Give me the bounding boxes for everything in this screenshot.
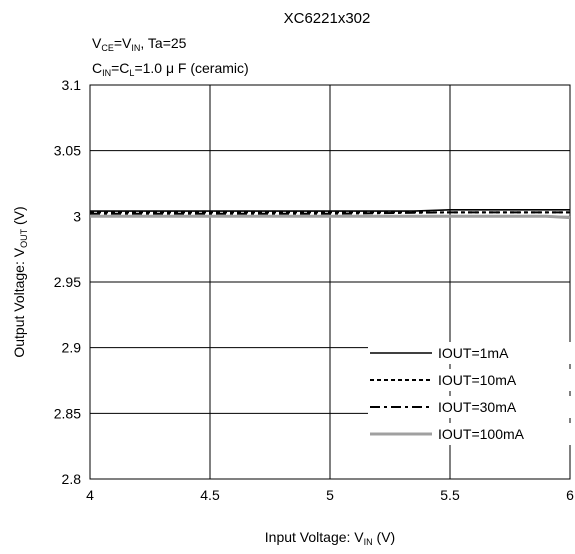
legend-label-3: IOUT=30mA (438, 399, 517, 415)
x-axis-label: Input Voltage: VIN (V) (265, 529, 395, 547)
legend-item-bg (368, 396, 573, 418)
y-axis-label: Output Voltage: VOUT (V) (11, 206, 29, 357)
legend: IOUT=1mA IOUT=10mA IOUT=30mA IOUT=100mA (368, 342, 573, 445)
series-line-4 (90, 214, 571, 220)
condition-line-1: VCE=VIN, Ta=25 (92, 35, 187, 53)
x-tick-label: 4 (86, 487, 94, 503)
series-line-3 (90, 211, 570, 215)
x-tick-label: 5 (326, 487, 334, 503)
y-tick-label: 2.95 (54, 274, 81, 290)
y-tick-label: 3.1 (62, 77, 82, 93)
x-tick-label: 6 (566, 487, 574, 503)
grid-lines (89, 84, 571, 480)
y-tick-label: 3 (73, 208, 81, 224)
chart-title: XC6221x302 (284, 10, 371, 27)
plot-area-frame (89, 84, 571, 480)
x-tick-labels: 4 4.5 5 5.5 6 (86, 487, 574, 503)
legend-item-bg (368, 369, 573, 391)
y-tick-label: 2.8 (62, 471, 82, 487)
legend-label-4: IOUT=100mA (438, 426, 525, 442)
legend-label-2: IOUT=10mA (438, 372, 517, 388)
y-tick-label: 3.05 (54, 143, 81, 159)
y-tick-label: 2.9 (62, 340, 82, 356)
legend-label-1: IOUT=1mA (438, 345, 509, 361)
condition-line-2: CIN=CL=1.0 μ F (ceramic) (92, 60, 249, 78)
x-tick-label: 4.5 (200, 487, 220, 503)
y-tick-label: 2.85 (54, 405, 81, 421)
series-line-1 (90, 209, 570, 212)
x-tick-label: 5.5 (440, 487, 460, 503)
legend-item-bg (368, 342, 573, 364)
y-tick-labels: 2.8 2.85 2.9 2.95 3 3.05 3.1 (54, 77, 81, 487)
series-group (90, 209, 571, 220)
legend-item-bg (368, 423, 573, 445)
